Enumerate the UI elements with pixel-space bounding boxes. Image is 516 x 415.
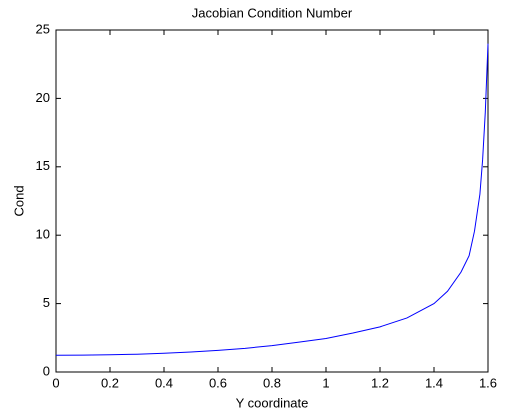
x-tick-label: 1.2	[371, 375, 389, 390]
x-tick-label: 1.4	[425, 375, 443, 390]
y-tick-label: 10	[36, 227, 50, 242]
x-tick-label: 1.6	[479, 375, 497, 390]
y-tick-label: 5	[43, 295, 50, 310]
data-line	[55, 43, 489, 356]
y-tick-label: 25	[36, 21, 50, 36]
x-tick-label: 0	[52, 375, 59, 390]
y-tick-label: 15	[36, 158, 50, 173]
chart-title: Jacobian Condition Number	[192, 5, 353, 20]
x-tick-label: 0.2	[101, 375, 119, 390]
x-tick-label: 0.8	[263, 375, 281, 390]
y-tick-label: 20	[36, 90, 50, 105]
y-tick-label: 0	[43, 363, 50, 378]
y-axis-label: Cond	[11, 185, 26, 216]
x-tick-label: 1	[322, 375, 329, 390]
x-tick-label: 0.4	[155, 375, 173, 390]
x-tick-label: 0.6	[209, 375, 227, 390]
x-axis-label: Y coordinate	[236, 395, 309, 410]
